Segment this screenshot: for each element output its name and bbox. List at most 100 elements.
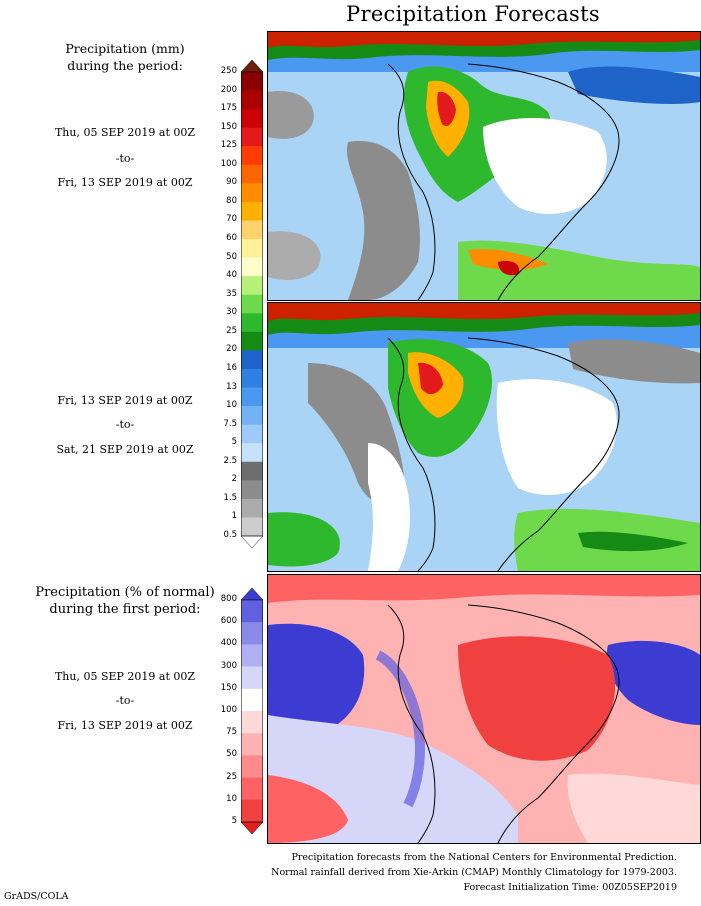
percent-colorbar-tick-label: 50 [226, 749, 237, 760]
panel1-label: Precipitation (mm) during the period: [0, 40, 250, 74]
percent-colorbar-tick-label: 25 [226, 771, 237, 782]
percent-colorbar-swatch-11 [241, 821, 263, 834]
mm-colorbar-swatch-0 [241, 60, 263, 73]
percent-colorbar-swatch-2 [241, 622, 263, 645]
panel1-to: -to- [115, 152, 135, 165]
panel3-to: -to- [115, 694, 135, 707]
mm-colorbar-swatch-6 [241, 164, 263, 184]
mm-colorbar-swatch-26 [241, 535, 263, 548]
footer-notes: Precipitation forecasts from the Nationa… [271, 850, 677, 895]
mm-colorbar-swatch-1 [241, 72, 263, 91]
mm-colorbar-swatch-24 [241, 498, 263, 518]
panel2-start-date: Fri, 13 SEP 2019 at 00Z [57, 394, 193, 407]
mm-colorbar-swatch-13 [241, 294, 263, 314]
mm-colorbar-swatch-22 [241, 461, 263, 481]
percent-colorbar-tick-label: 300 [220, 660, 237, 671]
panel1-label-line1: Precipitation (mm) [65, 41, 185, 56]
mm-colorbar-tick-label: 0.5 [223, 530, 237, 540]
mm-colorbar-tick-label: 80 [226, 195, 237, 206]
percent-colorbar-tick-label: 75 [226, 727, 237, 738]
panel3-label: Precipitation (% of normal) during the f… [0, 584, 250, 618]
mm-colorbar-swatch-11 [241, 257, 263, 277]
mm-colorbar-tick-label: 100 [220, 158, 237, 169]
percent-colorbar-swatch-8 [241, 755, 263, 778]
percent-colorbar-swatch-4 [241, 666, 263, 690]
map-percent-of-normal [267, 574, 701, 844]
footer-line2: Normal rainfall derived from Xie-Arkin (… [271, 867, 677, 878]
mm-colorbar-tick-label: 40 [226, 270, 237, 281]
percent-colorbar-tick-label: 800 [220, 594, 237, 604]
mm-colorbar-swatch-15 [241, 331, 263, 351]
mm-colorbar-swatch-12 [241, 276, 263, 296]
mm-colorbar-tick-label: 5 [231, 437, 237, 448]
percent-colorbar-swatch-5 [241, 688, 263, 712]
mm-colorbar-swatch-14 [241, 313, 263, 333]
mm-colorbar-tick-label: 50 [226, 251, 237, 262]
mm-colorbar-swatch-3 [241, 109, 263, 128]
percent-colorbar-swatch-3 [241, 644, 263, 667]
panel2-end-date: Sat, 21 SEP 2019 at 00Z [56, 443, 194, 456]
mm-colorbar [241, 60, 263, 548]
mm-colorbar-tick-label: 1.5 [223, 492, 237, 503]
mm-colorbar-tick-label: 70 [226, 214, 237, 225]
mm-colorbar-tick-label: 7.5 [223, 418, 237, 429]
percent-colorbar-swatch-7 [241, 733, 263, 756]
mm-colorbar-tick-label: 175 [220, 103, 237, 114]
footer-line3: Forecast Initialization Time: 00Z05SEP20… [463, 882, 677, 893]
mm-colorbar-tick-label: 60 [226, 233, 237, 244]
mm-colorbar-tick-label: 125 [220, 140, 237, 151]
mm-colorbar-swatch-4 [241, 127, 263, 147]
mm-colorbar-swatch-17 [241, 368, 263, 388]
mm-colorbar-swatch-20 [241, 424, 263, 444]
percent-colorbar-tick-label: 600 [220, 616, 237, 627]
mm-colorbar-swatch-25 [241, 517, 263, 537]
mm-colorbar-tick-label: 150 [220, 121, 237, 132]
mm-colorbar-swatch-23 [241, 480, 263, 500]
percent-colorbar-tick-label: 150 [220, 682, 237, 693]
mm-colorbar-tick-label: 30 [226, 307, 237, 318]
map-week2-precip [267, 302, 701, 572]
mm-colorbar-tick-label: 250 [220, 66, 237, 76]
mm-colorbar-swatch-16 [241, 350, 263, 370]
mm-colorbar-tick-label: 10 [226, 400, 237, 411]
mm-colorbar-tick-label: 25 [226, 325, 237, 336]
mm-colorbar-swatch-18 [241, 387, 263, 407]
percent-colorbar-swatch-9 [241, 777, 263, 801]
mm-colorbar-swatch-19 [241, 406, 263, 425]
percent-colorbar-swatch-0 [241, 588, 263, 601]
mm-colorbar-tick-label: 90 [226, 177, 237, 188]
footer-line1: Precipitation forecasts from the Nationa… [291, 852, 678, 863]
panel1-label-line2: during the period: [67, 58, 183, 73]
mm-colorbar-tick-label: 2 [231, 474, 237, 485]
mm-colorbar-tick-label: 16 [226, 362, 237, 373]
percent-colorbar-swatch-10 [241, 799, 263, 823]
mm-colorbar-tick-label: 200 [220, 84, 237, 95]
mm-colorbar-swatch-7 [241, 183, 263, 203]
percent-colorbar-swatch-1 [241, 600, 263, 623]
mm-colorbar-swatch-2 [241, 90, 263, 110]
mm-colorbar-tick-label: 2.5 [223, 455, 237, 466]
grads-credit: GrADS/COLA [4, 891, 69, 902]
mm-colorbar-swatch-9 [241, 220, 263, 240]
mm-colorbar-swatch-21 [241, 443, 263, 463]
map-week1-precip [267, 31, 701, 301]
percent-colorbar-tick-label: 100 [220, 705, 237, 715]
panel1-end-date: Fri, 13 SEP 2019 at 00Z [57, 176, 193, 189]
percent-colorbar-tick-label: 5 [231, 816, 237, 826]
panel3-label-line1: Precipitation (% of normal) [35, 585, 215, 600]
mm-colorbar-tick-label: 35 [226, 288, 237, 299]
panel3-start-date: Thu, 05 SEP 2019 at 00Z [54, 670, 196, 683]
mm-colorbar-tick-label: 13 [226, 381, 237, 392]
panel1-start-date: Thu, 05 SEP 2019 at 00Z [54, 126, 196, 139]
percent-colorbar-tick-label: 400 [220, 638, 237, 649]
mm-colorbar-swatch-8 [241, 201, 263, 221]
panel3-label-line2: during the first period: [49, 602, 201, 617]
mm-colorbar-tick-label: 20 [226, 344, 237, 355]
percent-colorbar [241, 588, 263, 834]
panel2-to: -to- [115, 418, 135, 431]
panel3-end-date: Fri, 13 SEP 2019 at 00Z [57, 719, 193, 732]
page-title: Precipitation Forecasts [346, 2, 600, 26]
mm-colorbar-tick-label: 1 [231, 511, 237, 522]
percent-colorbar-swatch-6 [241, 711, 263, 734]
percent-colorbar-tick-label: 10 [226, 793, 237, 804]
